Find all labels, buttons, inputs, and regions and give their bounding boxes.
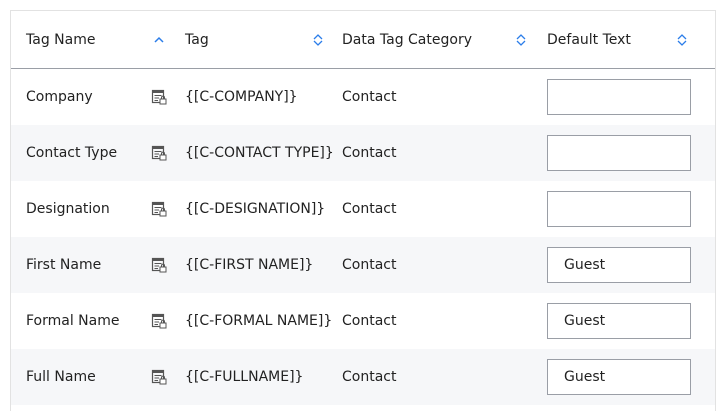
- default-text-input[interactable]: Guest: [547, 359, 691, 395]
- tag-code: {[C-DESIGNATION]}: [185, 201, 326, 217]
- column-header-default-text[interactable]: Default Text: [547, 31, 631, 48]
- tag-category: Contact: [342, 201, 397, 217]
- tag-name: Contact Type: [26, 145, 118, 161]
- tag-code: {[C-FORMAL NAME]}: [185, 313, 333, 329]
- default-text-input[interactable]: [547, 191, 691, 227]
- tag-lock-icon[interactable]: [151, 145, 167, 161]
- tag-category: Contact: [342, 89, 397, 105]
- table-row: Designation {[C-DESIGNATION]} Contact: [11, 181, 715, 237]
- sort-icon[interactable]: [676, 33, 688, 47]
- tag-name: Full Name: [26, 369, 96, 385]
- default-text-input[interactable]: Guest: [547, 247, 691, 283]
- tag-code: {[C-FIRST NAME]}: [185, 257, 314, 273]
- default-text-input[interactable]: [547, 135, 691, 171]
- tag-code: {[C-FULLNAME]}: [185, 369, 304, 385]
- table-header: Tag Name Tag Data Tag Category Default T…: [11, 11, 715, 69]
- column-header-category[interactable]: Data Tag Category: [342, 31, 472, 48]
- tag-code: {[C-CONTACT TYPE]}: [185, 145, 334, 161]
- tag-name: Formal Name: [26, 313, 120, 329]
- column-header-tag[interactable]: Tag: [185, 31, 209, 48]
- sort-icon[interactable]: [515, 33, 527, 47]
- sort-ascending-icon[interactable]: [153, 33, 165, 47]
- tag-category: Contact: [342, 257, 397, 273]
- default-text-value: Guest: [564, 257, 606, 273]
- tag-category: Contact: [342, 369, 397, 385]
- default-text-input[interactable]: Guest: [547, 303, 691, 339]
- tag-name: Company: [26, 89, 93, 105]
- sort-icon[interactable]: [312, 33, 324, 47]
- tag-name: Designation: [26, 201, 110, 217]
- tag-lock-icon[interactable]: [151, 369, 167, 385]
- table-row: First Name {[C-FIRST NAME]} Contact Gues…: [11, 237, 715, 293]
- default-text-input[interactable]: [547, 79, 691, 115]
- column-header-tag-name[interactable]: Tag Name: [26, 31, 96, 48]
- tag-code: {[C-COMPANY]}: [185, 89, 298, 105]
- table-row: Contact Type {[C-CONTACT TYPE]} Contact: [11, 125, 715, 181]
- data-tags-table: Tag Name Tag Data Tag Category Default T…: [10, 10, 716, 411]
- tag-category: Contact: [342, 313, 397, 329]
- tag-category: Contact: [342, 145, 397, 161]
- tag-lock-icon[interactable]: [151, 257, 167, 273]
- table-row: Company {[C-COMPANY]} Contact: [11, 69, 715, 125]
- table-row: Formal Name {[C-FORMAL NAME]} Contact Gu…: [11, 293, 715, 349]
- tag-lock-icon[interactable]: [151, 201, 167, 217]
- table-row: Full Name {[C-FULLNAME]} Contact Guest: [11, 349, 715, 405]
- default-text-value: Guest: [564, 369, 606, 385]
- tag-name: First Name: [26, 257, 102, 273]
- tag-lock-icon[interactable]: [151, 313, 167, 329]
- default-text-value: Guest: [564, 313, 606, 329]
- tag-lock-icon[interactable]: [151, 89, 167, 105]
